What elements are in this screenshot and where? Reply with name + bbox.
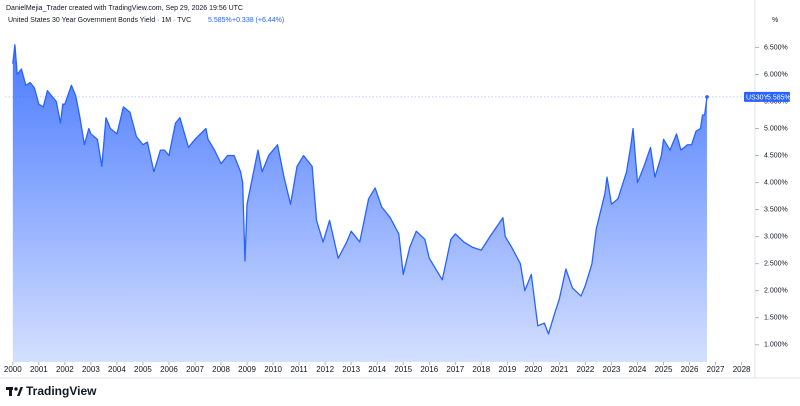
x-tick-label: 2004 bbox=[108, 365, 126, 374]
x-tick-label: 2016 bbox=[420, 365, 438, 374]
y-tick-label: 6.000% bbox=[764, 71, 788, 78]
x-tick-label: 2005 bbox=[134, 365, 152, 374]
y-tick-label: 2.000% bbox=[764, 288, 788, 295]
x-tick-label: 2014 bbox=[368, 365, 386, 374]
brand-logo bbox=[6, 387, 23, 396]
y-tick-label: 4.000% bbox=[764, 179, 788, 186]
x-tick-label: 2018 bbox=[472, 365, 490, 374]
y-tick-label: 6.500% bbox=[764, 44, 788, 51]
area bbox=[12, 44, 707, 362]
y-tick-label: 1.500% bbox=[764, 315, 788, 322]
last-point bbox=[705, 95, 709, 99]
x-tick-label: 2007 bbox=[186, 365, 204, 374]
price-label-bg bbox=[744, 91, 790, 102]
x-tick-label: 2024 bbox=[629, 365, 647, 374]
x-tick-label: 2000 bbox=[4, 365, 22, 374]
price-label-value: 5.585% bbox=[767, 94, 791, 101]
x-tick-label: 2025 bbox=[655, 365, 673, 374]
brand: TradingView bbox=[26, 384, 97, 398]
x-tick-label: 2009 bbox=[238, 365, 256, 374]
x-tick-label: 2015 bbox=[394, 365, 412, 374]
x-tick-label: 2028 bbox=[733, 365, 751, 374]
x-tick-label: 2006 bbox=[160, 365, 178, 374]
x-tick-label: 2027 bbox=[707, 365, 725, 374]
x-tick-label: 2023 bbox=[603, 365, 621, 374]
x-tick-label: 2010 bbox=[264, 365, 282, 374]
y-tick-label: 4.500% bbox=[764, 152, 788, 159]
x-tick-label: 2011 bbox=[291, 365, 309, 374]
y-tick-label: 2.500% bbox=[764, 260, 788, 267]
legend-change: +0.338 (+6.44%) bbox=[232, 17, 284, 24]
x-tick-label: 2002 bbox=[56, 365, 74, 374]
x-tick-label: 2003 bbox=[82, 365, 100, 374]
x-tick-label: 2021 bbox=[550, 365, 568, 374]
x-tick-label: 2026 bbox=[681, 365, 699, 374]
line bbox=[12, 44, 708, 335]
x-tick-label: 2019 bbox=[498, 365, 516, 374]
x-tick-label: 2022 bbox=[577, 365, 595, 374]
y-tick-label: 3.500% bbox=[764, 206, 788, 213]
x-tick-label: 2012 bbox=[316, 365, 334, 374]
y-tick-label: 5.000% bbox=[764, 125, 788, 132]
y-tick-label: 1.000% bbox=[764, 342, 788, 349]
x-tick-label: 2013 bbox=[342, 365, 360, 374]
x-tick-label: 2020 bbox=[524, 365, 542, 374]
header: DanielMejia_Trader created with TradingV… bbox=[6, 5, 243, 12]
y-tick-label: 3.000% bbox=[764, 233, 788, 240]
legend-name: United States 30 Year Government Bonds Y… bbox=[8, 17, 191, 24]
x-tick-label: 2001 bbox=[30, 365, 48, 374]
legend-last: 5.585% bbox=[208, 17, 232, 24]
x-tick-label: 2008 bbox=[212, 365, 230, 374]
x-tick-label: 2017 bbox=[446, 365, 464, 374]
unit-label: % bbox=[772, 17, 778, 24]
price-label-symbol: US30Y bbox=[746, 94, 769, 101]
